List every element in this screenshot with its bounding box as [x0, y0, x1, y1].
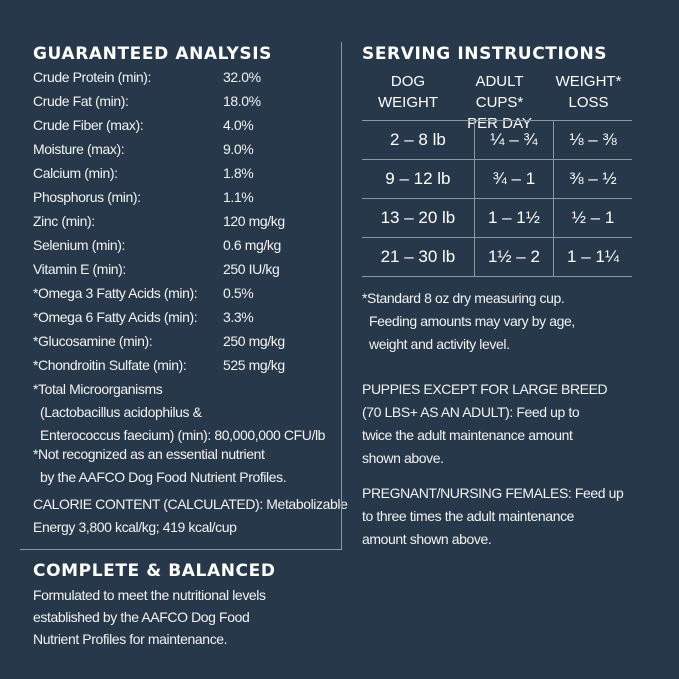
pregnant-line-3: amount shown above. — [362, 531, 492, 547]
serving-cell: ⅜ – ½ — [553, 159, 632, 199]
footnote-line-3: weight and activity level. — [369, 336, 510, 352]
analysis-row: Crude Fat (min): 18.0% — [33, 89, 333, 113]
pregnant-line-2: to three times the adult maintenance — [362, 508, 575, 524]
nutrient-value: 32.0% — [223, 69, 261, 85]
analysis-row: Moisture (max): 9.0% — [33, 137, 333, 161]
microorganisms-line-2: (Lactobacillus acidophilus & — [40, 404, 202, 420]
nutrient-value: 0.6 mg/kg — [223, 237, 281, 253]
nutrient-value: 9.0% — [223, 141, 254, 157]
nutrient-value: 18.0% — [223, 93, 261, 109]
puppies-line-3: twice the adult maintenance amount — [362, 427, 573, 443]
nutrient-label: Crude Protein (min): — [33, 69, 152, 85]
nutrient-label: Moisture (max): — [33, 141, 125, 157]
serving-cell: ¾ – 1 — [473, 159, 554, 199]
header-weight-loss: WEIGHT* LOSS — [545, 71, 632, 113]
pregnant-line-1: PREGNANT/NURSING FEMALES: Feed up — [362, 485, 624, 501]
serving-cell: 1 – 1¼ — [553, 237, 632, 277]
analysis-row: Crude Fiber (max): 4.0% — [33, 113, 333, 137]
nutrient-label: Crude Fiber (max): — [33, 117, 144, 133]
nutrient-label: Zinc (min): — [33, 213, 95, 229]
nutrient-label: *Chondroitin Sulfate (min): — [33, 357, 187, 373]
microorganisms-line-1: *Total Microorganisms — [33, 381, 163, 397]
serving-row: 13 – 20 lb 1 – 1½ ½ – 1 — [362, 198, 632, 238]
nutrient-label: Crude Fat (min): — [33, 93, 129, 109]
guaranteed-analysis-title: GUARANTEED ANALYSIS — [33, 44, 272, 64]
analysis-row: Phosphorus (min): 1.1% — [33, 185, 333, 209]
analysis-row: *Chondroitin Sulfate (min): 525 mg/kg — [33, 353, 333, 377]
nutrient-value: 525 mg/kg — [223, 357, 285, 373]
calorie-line-2: Energy 3,800 kcal/kg; 419 kcal/cup — [33, 519, 237, 535]
analysis-row: Zinc (min): 120 mg/kg — [33, 209, 333, 233]
serving-cell: 9 – 12 lb — [362, 159, 475, 199]
note-line-2: by the AAFCO Dog Food Nutrient Profiles. — [40, 469, 287, 485]
serving-cell: 1½ – 2 — [473, 237, 554, 277]
serving-cell: 2 – 8 lb — [362, 120, 475, 160]
nutrient-label: *Omega 6 Fatty Acids (min): — [33, 309, 198, 325]
nutrient-label: Phosphorus (min): — [33, 189, 141, 205]
analysis-row: *Omega 3 Fatty Acids (min): 0.5% — [33, 281, 333, 305]
nutrient-label: Vitamin E (min): — [33, 261, 126, 277]
nutrient-value: 250 IU/kg — [223, 261, 280, 277]
nutrient-value: 1.1% — [223, 189, 254, 205]
microorganisms-line-3: Enterococcus faecium) (min): 80,000,000 … — [40, 427, 326, 443]
complete-line-3: Nutrient Profiles for maintenance. — [33, 631, 228, 647]
footnote-line-1: *Standard 8 oz dry measuring cup. — [362, 290, 565, 306]
footnote-line-2: Feeding amounts may vary by age, — [369, 313, 575, 329]
analysis-row: Crude Protein (min): 32.0% — [33, 65, 333, 89]
nutrient-label: Calcium (min): — [33, 165, 118, 181]
header-dog-weight: DOG WEIGHT — [362, 71, 454, 113]
header-line: DOG — [390, 73, 426, 90]
calorie-line-1: CALORIE CONTENT (CALCULATED): Metaboliza… — [33, 496, 348, 512]
note-line-1: *Not recognized as an essential nutrient — [33, 446, 265, 462]
nutrient-value: 250 mg/kg — [223, 333, 285, 349]
header-line: WEIGHT — [378, 94, 438, 111]
serving-cell: ⅛ – ⅜ — [553, 120, 632, 160]
vertical-divider — [341, 42, 342, 549]
analysis-row: *Omega 6 Fatty Acids (min): 3.3% — [33, 305, 333, 329]
nutrient-label: *Omega 3 Fatty Acids (min): — [33, 285, 198, 301]
serving-cell: 21 – 30 lb — [362, 237, 475, 277]
analysis-row: Calcium (min): 1.8% — [33, 161, 333, 185]
puppies-line-1: PUPPIES EXCEPT FOR LARGE BREED — [362, 381, 608, 397]
complete-line-2: established by the AAFCO Dog Food — [33, 609, 250, 625]
complete-line-1: Formulated to meet the nutritional level… — [33, 587, 266, 603]
serving-cell: 1 – 1½ — [473, 198, 554, 238]
nutrient-label: Selenium (min): — [33, 237, 126, 253]
nutrient-value: 3.3% — [223, 309, 254, 325]
horizontal-divider — [20, 549, 342, 550]
serving-cell: ¼ – ¾ — [473, 120, 554, 160]
serving-instructions-title: SERVING INSTRUCTIONS — [362, 44, 608, 64]
serving-cell: ½ – 1 — [553, 198, 632, 238]
serving-cell: 13 – 20 lb — [362, 198, 475, 238]
analysis-row: Selenium (min): 0.6 mg/kg — [33, 233, 333, 257]
analysis-row: Vitamin E (min): 250 IU/kg — [33, 257, 333, 281]
puppies-line-2: (70 LBS+ AS AN ADULT): Feed up to — [362, 404, 580, 420]
nutrient-value: 1.8% — [223, 165, 254, 181]
analysis-row: *Glucosamine (min): 250 mg/kg — [33, 329, 333, 353]
nutrient-value: 0.5% — [223, 285, 254, 301]
header-line: ADULT CUPS* — [475, 73, 524, 111]
header-line: WEIGHT* — [555, 73, 622, 90]
guaranteed-analysis-list: Crude Protein (min): 32.0% Crude Fat (min)… — [33, 65, 333, 377]
nutrient-label: *Glucosamine (min): — [33, 333, 153, 349]
header-line: LOSS — [568, 94, 609, 111]
nutrient-value: 4.0% — [223, 117, 254, 133]
puppies-line-4: shown above. — [362, 450, 444, 466]
complete-balanced-title: COMPLETE & BALANCED — [33, 561, 276, 581]
nutrient-value: 120 mg/kg — [223, 213, 285, 229]
